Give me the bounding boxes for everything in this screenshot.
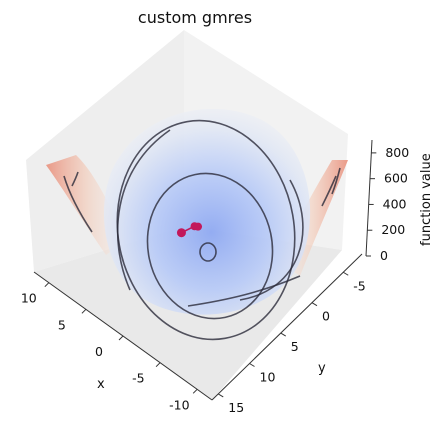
y-tick-mark bbox=[281, 333, 286, 336]
x-tick-mark bbox=[156, 363, 160, 367]
x-tick-label: 5 bbox=[58, 317, 66, 332]
y-tick-label: 15 bbox=[228, 400, 244, 415]
x-tick-label: -10 bbox=[169, 397, 189, 412]
y-tick-mark bbox=[343, 272, 348, 275]
z-tick-label: 600 bbox=[384, 171, 408, 186]
z-axis-label: function value bbox=[419, 153, 434, 246]
z-ticks: 0 200 400 600 800 bbox=[366, 145, 409, 263]
z-tick-label: 0 bbox=[380, 248, 388, 263]
x-tick-label: 10 bbox=[21, 291, 37, 306]
z-tick-label: 200 bbox=[381, 222, 405, 237]
x-tick-mark bbox=[82, 309, 86, 313]
chart-title: custom gmres bbox=[0, 8, 390, 27]
x-tick-mark bbox=[119, 336, 123, 340]
y-tick-mark bbox=[312, 303, 317, 306]
z-tick-label: 800 bbox=[385, 145, 409, 160]
y-tick-label: -5 bbox=[353, 278, 365, 293]
y-tick-mark bbox=[250, 364, 255, 367]
z-axis-line bbox=[366, 140, 372, 256]
optimizer-point bbox=[177, 228, 186, 237]
y-tick-mark bbox=[218, 394, 223, 397]
y-tick-label: 0 bbox=[322, 309, 330, 324]
y-tick-label: 5 bbox=[291, 339, 299, 354]
x-tick-label: 0 bbox=[95, 344, 103, 359]
x-tick-label: -5 bbox=[132, 371, 144, 386]
z-tick-label: 400 bbox=[383, 196, 407, 211]
x-tick-mark bbox=[45, 283, 49, 287]
x-tick-mark bbox=[193, 389, 197, 393]
optimizer-point bbox=[194, 223, 202, 231]
y-axis-label: y bbox=[318, 361, 326, 376]
y-tick-label: 10 bbox=[260, 370, 276, 385]
x-axis-label: x bbox=[97, 377, 105, 392]
